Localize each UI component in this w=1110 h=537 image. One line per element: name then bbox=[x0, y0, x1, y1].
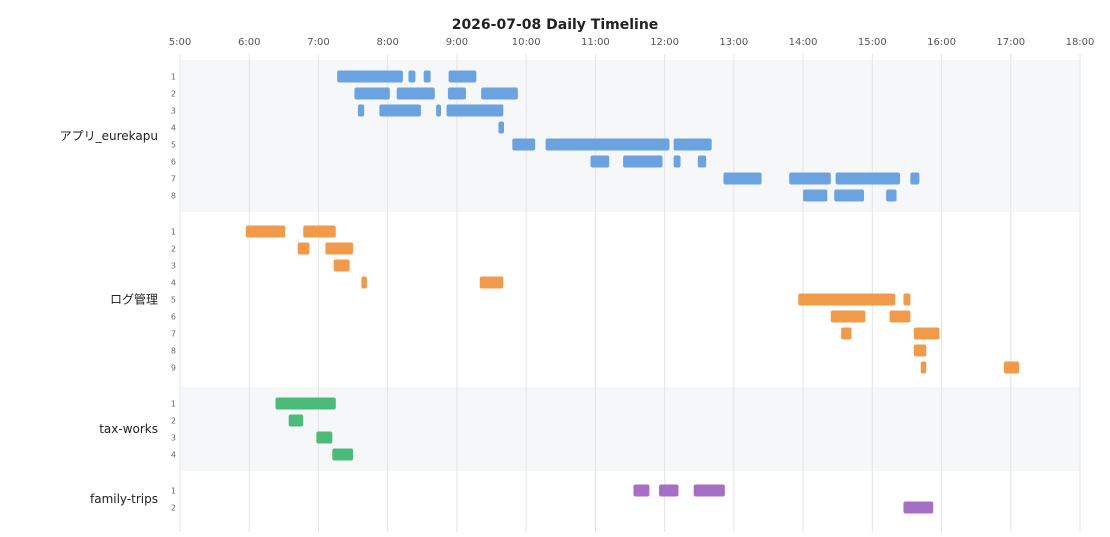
lane-label: 4 bbox=[171, 451, 176, 460]
lane-label: 6 bbox=[171, 313, 176, 322]
x-tick-label: 5:00 bbox=[169, 37, 191, 48]
timeline-bar[interactable] bbox=[297, 242, 310, 255]
group-label: tax-works bbox=[99, 422, 158, 436]
timeline-bar[interactable] bbox=[446, 104, 504, 117]
lane-label: 2 bbox=[171, 90, 176, 99]
lane-label: 3 bbox=[171, 107, 176, 116]
timeline-bar[interactable] bbox=[910, 172, 920, 185]
timeline-bar[interactable] bbox=[354, 87, 390, 100]
timeline-bar[interactable] bbox=[673, 138, 712, 151]
timeline-bar[interactable] bbox=[408, 70, 416, 83]
x-tick-label: 9:00 bbox=[446, 37, 468, 48]
timeline-bar[interactable] bbox=[1003, 361, 1020, 374]
x-tick-label: 14:00 bbox=[789, 37, 818, 48]
bars bbox=[245, 70, 1020, 514]
timeline-bar[interactable] bbox=[316, 431, 333, 444]
timeline-bar[interactable] bbox=[479, 276, 504, 289]
timeline-bar[interactable] bbox=[697, 155, 707, 168]
timeline-bar[interactable] bbox=[830, 310, 866, 323]
timeline-bar[interactable] bbox=[913, 344, 927, 357]
lane-label: 1 bbox=[171, 228, 176, 237]
timeline-bar[interactable] bbox=[379, 104, 421, 117]
lane-label: 5 bbox=[171, 296, 176, 305]
timeline-bar[interactable] bbox=[903, 293, 911, 306]
lane-label: 1 bbox=[171, 73, 176, 82]
timeline-bar[interactable] bbox=[545, 138, 670, 151]
lane-label: 9 bbox=[171, 364, 176, 373]
x-tick-label: 10:00 bbox=[512, 37, 541, 48]
lane-label: 8 bbox=[171, 192, 176, 201]
timeline-bar[interactable] bbox=[659, 484, 679, 497]
group-labels: アプリ_eurekapu 1 2 3 4 5 6 7 8 ログ管理 1 2 3 4 5 6 7 8 9 tax-wor… bbox=[60, 73, 176, 513]
x-tick-label: 11:00 bbox=[581, 37, 610, 48]
timeline-bar[interactable] bbox=[835, 172, 900, 185]
x-tick-label: 8:00 bbox=[376, 37, 398, 48]
timeline-bar[interactable] bbox=[325, 242, 354, 255]
lane-label: 8 bbox=[171, 347, 176, 356]
gridlines bbox=[179, 54, 1081, 532]
timeline-bar[interactable] bbox=[245, 225, 286, 238]
group-label: ログ管理 bbox=[110, 292, 158, 307]
lane-label: 3 bbox=[171, 262, 176, 271]
x-tick-label: 7:00 bbox=[307, 37, 329, 48]
timeline-bar[interactable] bbox=[798, 293, 896, 306]
lane-label: 1 bbox=[171, 487, 176, 496]
lane-label: 4 bbox=[171, 124, 176, 133]
timeline-bar[interactable] bbox=[396, 87, 435, 100]
x-axis: 5:00 6:00 7:00 8:00 9:00 10:00 11:00 12:00 13:00… bbox=[169, 37, 1095, 48]
timeline-bar[interactable] bbox=[693, 484, 725, 497]
timeline-bar[interactable] bbox=[361, 276, 367, 289]
timeline-bar[interactable] bbox=[590, 155, 610, 168]
x-tick-label: 17:00 bbox=[996, 37, 1025, 48]
chart-title: 2026-07-08 Daily Timeline bbox=[452, 17, 659, 33]
timeline-bar[interactable] bbox=[448, 70, 477, 83]
lane-label: 3 bbox=[171, 434, 176, 443]
timeline-bar[interactable] bbox=[789, 172, 831, 185]
lane-label: 5 bbox=[171, 141, 176, 150]
timeline-bar[interactable] bbox=[886, 189, 897, 202]
group-band bbox=[180, 60, 1080, 212]
lane-label: 2 bbox=[171, 417, 176, 426]
timeline-bar[interactable] bbox=[512, 138, 536, 151]
timeline-bar[interactable] bbox=[481, 87, 518, 100]
timeline-bar[interactable] bbox=[303, 225, 336, 238]
timeline-bar[interactable] bbox=[834, 189, 864, 202]
x-tick-label: 16:00 bbox=[927, 37, 956, 48]
timeline-bar[interactable] bbox=[436, 104, 441, 117]
x-tick-label: 6:00 bbox=[238, 37, 260, 48]
timeline-bar[interactable] bbox=[423, 70, 431, 83]
timeline-bar[interactable] bbox=[633, 484, 650, 497]
timeline-bar[interactable] bbox=[889, 310, 911, 323]
group-label: アプリ_eurekapu bbox=[60, 129, 158, 143]
lane-label: 7 bbox=[171, 330, 176, 339]
timeline-bar[interactable] bbox=[447, 87, 466, 100]
timeline-bar[interactable] bbox=[913, 327, 940, 340]
lane-label: 4 bbox=[171, 279, 176, 288]
timeline-bar[interactable] bbox=[673, 155, 681, 168]
timeline-bar[interactable] bbox=[903, 501, 934, 514]
lane-label: 7 bbox=[171, 175, 176, 184]
timeline-bar[interactable] bbox=[920, 361, 927, 374]
timeline-bar[interactable] bbox=[498, 121, 504, 134]
lane-label: 6 bbox=[171, 158, 176, 167]
timeline-bar[interactable] bbox=[623, 155, 663, 168]
x-tick-label: 12:00 bbox=[650, 37, 679, 48]
lane-label: 1 bbox=[171, 400, 176, 409]
timeline-bar[interactable] bbox=[332, 448, 354, 461]
timeline-bar[interactable] bbox=[288, 414, 304, 427]
x-tick-label: 18:00 bbox=[1066, 37, 1095, 48]
timeline-bar[interactable] bbox=[357, 104, 365, 117]
timeline-bar[interactable] bbox=[841, 327, 852, 340]
timeline-bar[interactable] bbox=[337, 70, 403, 83]
x-tick-label: 13:00 bbox=[719, 37, 748, 48]
lane-label: 2 bbox=[171, 245, 176, 254]
timeline-bar[interactable] bbox=[275, 397, 336, 410]
group-label: family-trips bbox=[90, 492, 158, 506]
x-tick-label: 15:00 bbox=[858, 37, 887, 48]
lane-label: 2 bbox=[171, 504, 176, 513]
timeline-bar[interactable] bbox=[333, 259, 350, 272]
timeline-bar[interactable] bbox=[803, 189, 828, 202]
timeline-bar[interactable] bbox=[723, 172, 762, 185]
